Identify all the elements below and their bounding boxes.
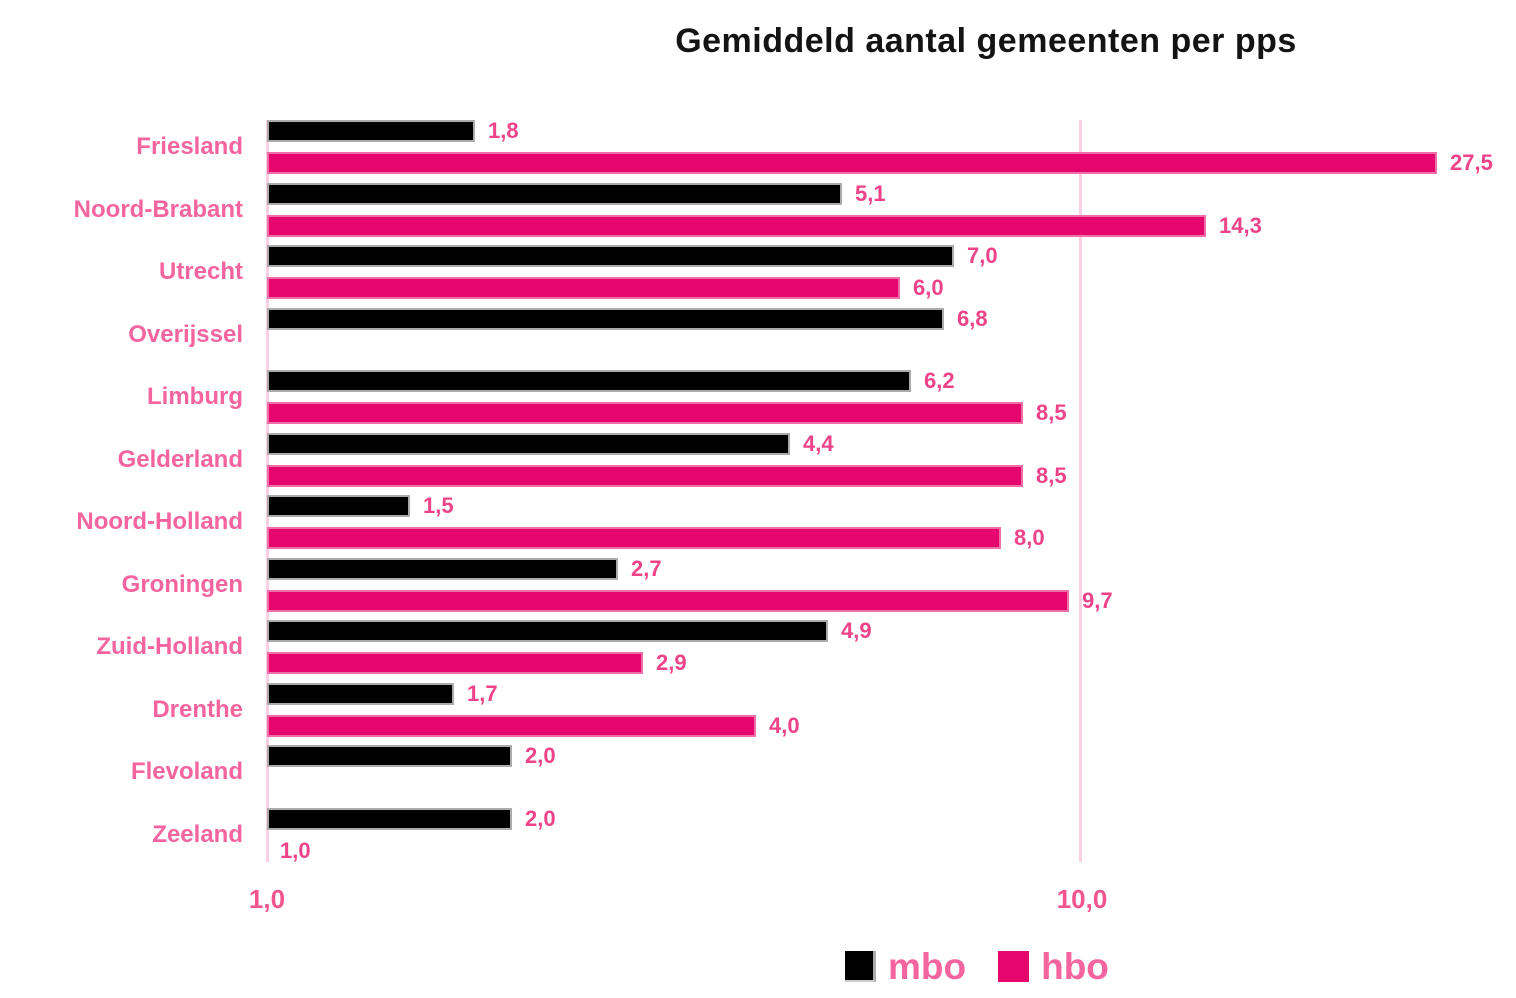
value-label-hbo: 27,5 bbox=[1450, 150, 1493, 175]
bar-hbo bbox=[267, 652, 643, 674]
bar-mbo bbox=[267, 495, 410, 517]
value-label-hbo: 6,0 bbox=[913, 275, 944, 300]
mbo-swatch-icon bbox=[845, 951, 876, 982]
legend-label-hbo: hbo bbox=[1041, 946, 1109, 987]
value-label-mbo: 1,5 bbox=[423, 493, 454, 518]
bar-mbo bbox=[267, 745, 512, 767]
bar-hbo bbox=[267, 402, 1023, 424]
bar-hbo bbox=[267, 714, 756, 737]
value-label-mbo: 5,1 bbox=[855, 180, 886, 206]
value-label-mbo: 2,0 bbox=[525, 805, 556, 831]
x-tick-10: 10,0 bbox=[1056, 884, 1108, 914]
value-label-mbo: 4,9 bbox=[841, 618, 872, 643]
category-label: Noord-Holland bbox=[76, 508, 243, 535]
bar-mbo bbox=[267, 120, 475, 142]
value-label-hbo: 8,5 bbox=[1036, 400, 1067, 425]
legend-item-hbo: hbo bbox=[998, 948, 1109, 985]
legend-item-mbo: mbo bbox=[845, 948, 966, 985]
x-tick-1: 1,0 bbox=[248, 884, 286, 914]
bar-hbo bbox=[267, 589, 1069, 612]
value-label-hbo: 9,7 bbox=[1082, 587, 1113, 613]
category-label: Zuid-Holland bbox=[96, 633, 243, 660]
bar-hbo bbox=[267, 152, 1437, 174]
bar-mbo bbox=[267, 370, 911, 392]
bar-mbo bbox=[267, 182, 842, 205]
value-label-hbo: 2,9 bbox=[656, 650, 687, 675]
bar-hbo bbox=[267, 214, 1206, 237]
category-label: Limburg bbox=[147, 383, 243, 410]
bar-hbo bbox=[267, 464, 1023, 487]
value-label-mbo: 6,8 bbox=[957, 305, 988, 331]
value-label-mbo: 1,7 bbox=[467, 680, 498, 706]
bar-mbo bbox=[267, 307, 944, 330]
category-label: Zeeland bbox=[152, 820, 243, 848]
category-label: Noord-Brabant bbox=[73, 195, 243, 223]
value-label-mbo: 7,0 bbox=[967, 243, 998, 268]
value-label-hbo: 14,3 bbox=[1219, 212, 1262, 238]
chart-title: Gemiddeld aantal gemeenten per pps bbox=[675, 22, 1297, 60]
value-label-mbo: 1,8 bbox=[488, 118, 519, 143]
gridline-10 bbox=[1079, 120, 1082, 862]
category-label: Flevoland bbox=[130, 758, 243, 785]
bar-mbo bbox=[267, 620, 828, 642]
bar-mbo bbox=[267, 557, 618, 580]
value-label-mbo: 6,2 bbox=[924, 368, 955, 393]
bar-mbo bbox=[267, 432, 790, 455]
category-label: Drenthe bbox=[152, 695, 243, 723]
value-label-mbo: 2,7 bbox=[631, 555, 662, 581]
legend-label-mbo: mbo bbox=[888, 946, 967, 987]
hbo-swatch-icon bbox=[998, 951, 1030, 982]
category-label: Friesland bbox=[136, 133, 243, 160]
value-label-hbo: 1,0 bbox=[280, 837, 311, 863]
bar-mbo bbox=[267, 807, 512, 830]
value-label-mbo: 4,4 bbox=[803, 430, 834, 456]
value-label-hbo: 4,0 bbox=[769, 712, 800, 738]
legend: mbo hbo bbox=[845, 948, 1127, 985]
category-label: Overijssel bbox=[128, 320, 243, 348]
gridline-1 bbox=[266, 120, 269, 862]
bar-mbo bbox=[267, 245, 954, 267]
value-label-mbo: 2,0 bbox=[525, 743, 556, 768]
category-label: Groningen bbox=[121, 570, 243, 598]
bar-hbo bbox=[267, 277, 900, 299]
bar-mbo bbox=[267, 682, 454, 705]
bar-hbo bbox=[267, 527, 1001, 549]
category-label: Gelderland bbox=[117, 445, 243, 473]
category-label: Utrecht bbox=[158, 258, 243, 285]
value-label-hbo: 8,5 bbox=[1036, 462, 1067, 488]
value-label-hbo: 8,0 bbox=[1014, 525, 1045, 550]
